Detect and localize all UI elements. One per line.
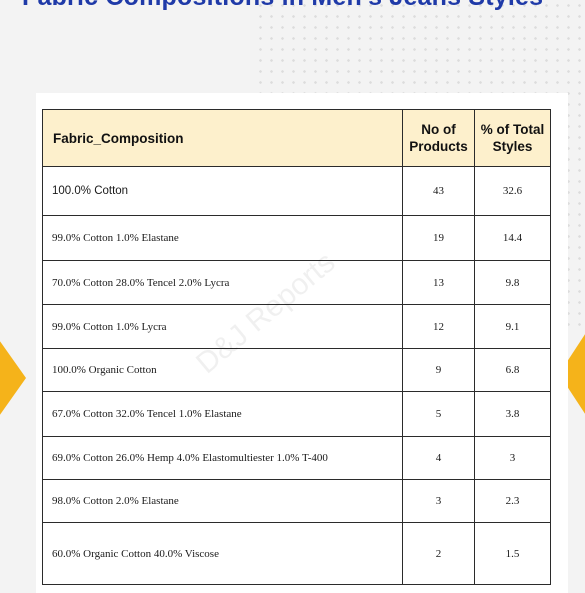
cell-count: 4 (402, 436, 475, 480)
cell-composition: 67.0% Cotton 32.0% Tencel 1.0% Elastane (42, 391, 403, 437)
cell-count: 2 (402, 522, 475, 585)
cell-count: 19 (402, 215, 475, 261)
cell-count: 5 (402, 391, 475, 437)
table-row: 70.0% Cotton 28.0% Tencel 2.0% Lycra 13 … (42, 260, 551, 305)
cell-percent: 9.8 (474, 260, 551, 305)
table-row: 99.0% Cotton 1.0% Elastane 19 14.4 (42, 215, 551, 261)
cell-percent: 1.5 (474, 522, 551, 585)
cell-composition: 98.0% Cotton 2.0% Elastane (42, 479, 403, 523)
page-title: Fabric Compositions in Men's Jeans Style… (22, 0, 543, 12)
cell-count: 3 (402, 479, 475, 523)
cell-count: 13 (402, 260, 475, 305)
table-row: 69.0% Cotton 26.0% Hemp 4.0% Elastomulti… (42, 436, 551, 480)
cell-percent: 2.3 (474, 479, 551, 523)
cell-count: 12 (402, 304, 475, 349)
cell-percent: 6.8 (474, 348, 551, 392)
table-row: 99.0% Cotton 1.0% Lycra 12 9.1 (42, 304, 551, 349)
cell-percent: 3 (474, 436, 551, 480)
fabric-composition-table: Fabric_Composition No of Products % of T… (42, 109, 551, 585)
cell-composition: 69.0% Cotton 26.0% Hemp 4.0% Elastomulti… (42, 436, 403, 480)
cell-count: 43 (402, 166, 475, 216)
cell-percent: 3.8 (474, 391, 551, 437)
cell-composition: 100.0% Cotton (42, 166, 403, 216)
cell-composition: 60.0% Organic Cotton 40.0% Viscose (42, 522, 403, 585)
left-triangle-decoration (0, 330, 26, 426)
table-row: 60.0% Organic Cotton 40.0% Viscose 2 1.5 (42, 522, 551, 585)
header-percent-total-styles: % of Total Styles (474, 109, 551, 167)
cell-composition: 70.0% Cotton 28.0% Tencel 2.0% Lycra (42, 260, 403, 305)
cell-percent: 14.4 (474, 215, 551, 261)
table-row: 100.0% Cotton 43 32.6 (42, 166, 551, 216)
table-row: 100.0% Organic Cotton 9 6.8 (42, 348, 551, 392)
cell-composition: 100.0% Organic Cotton (42, 348, 403, 392)
cell-percent: 32.6 (474, 166, 551, 216)
table-row: 67.0% Cotton 32.0% Tencel 1.0% Elastane … (42, 391, 551, 437)
header-no-of-products: No of Products (402, 109, 475, 167)
header-fabric-composition: Fabric_Composition (42, 109, 403, 167)
cell-composition: 99.0% Cotton 1.0% Elastane (42, 215, 403, 261)
table-header-row: Fabric_Composition No of Products % of T… (42, 109, 551, 167)
cell-composition: 99.0% Cotton 1.0% Lycra (42, 304, 403, 349)
cell-count: 9 (402, 348, 475, 392)
cell-percent: 9.1 (474, 304, 551, 349)
table-row: 98.0% Cotton 2.0% Elastane 3 2.3 (42, 479, 551, 523)
